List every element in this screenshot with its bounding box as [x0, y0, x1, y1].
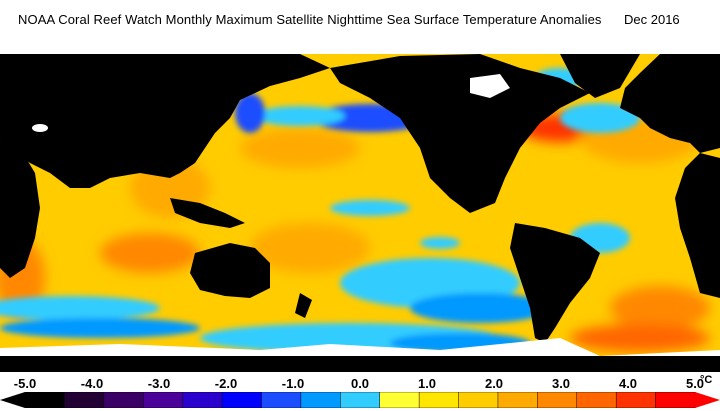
legend-color-swatch [576, 392, 617, 408]
legend-color-swatch [142, 392, 184, 408]
legend-color-swatch [537, 392, 578, 408]
land-indonesia [170, 198, 245, 228]
map-title: NOAA Coral Reef Watch Monthly Maximum Sa… [18, 12, 602, 27]
land-eurasia [0, 48, 330, 188]
legend-tick-label: 2.0 [484, 376, 504, 391]
legend-color-swatch [497, 392, 539, 408]
land-south-america [510, 223, 600, 343]
legend-tick-label: -5.0 [13, 376, 37, 391]
legend-color-swatch [340, 392, 381, 408]
ice-antarctic [0, 338, 720, 356]
legend-tick-label: 0.0 [350, 376, 370, 391]
legend-tick-label: 1.0 [417, 376, 437, 391]
anomaly-map [0, 38, 720, 372]
legend-color-swatch [615, 392, 657, 408]
cool-anomaly-patches [0, 64, 710, 353]
legend-color-swatch [24, 392, 66, 408]
color-legend: -5.0 -4.0 -3.0 -2.0 -1.0 0.0 1.0 2.0 3.0 4.0 5.0 °… [0, 372, 720, 411]
title-bar: NOAA Coral Reef Watch Monthly Maximum Sa… [0, 0, 720, 36]
legend-color-swatch [655, 392, 696, 408]
legend-min-arrow [0, 392, 25, 408]
legend-tick-label: 4.0 [618, 376, 638, 391]
legend-color-swatch [458, 392, 499, 408]
ice-arctic [0, 38, 720, 54]
legend-tick-label: -2.0 [214, 376, 238, 391]
legend-unit: °C [700, 374, 713, 386]
legend-color-swatch [103, 392, 144, 408]
sea-ice [0, 38, 720, 356]
ice-hudson [470, 74, 510, 98]
legend-tick-label: -4.0 [80, 376, 104, 391]
legend-color-swatch [182, 392, 223, 408]
legend-tick-label: 3.0 [551, 376, 571, 391]
legend-tick-label: -1.0 [281, 376, 305, 391]
legend-max-arrow [695, 392, 720, 408]
legend-color-swatch [64, 392, 105, 408]
land-australia [190, 243, 270, 298]
legend-tick-label: -3.0 [147, 376, 171, 391]
land-africa [0, 138, 40, 278]
legend-color-swatch [261, 392, 302, 408]
legend-color-swatch [300, 392, 342, 408]
anomaly-map-canvas [0, 38, 720, 372]
land-greenland [560, 54, 640, 98]
land-new-zealand [295, 293, 312, 318]
legend-color-swatch [221, 392, 263, 408]
map-date: Dec 2016 [624, 12, 680, 27]
legend-color-swatch [379, 392, 420, 408]
land-europe [620, 54, 720, 153]
legend-color-swatch [418, 392, 460, 408]
land-masses [0, 48, 720, 372]
legend-color-bar [0, 392, 720, 408]
legend-tick-label: 5.0 [685, 376, 705, 391]
land-africa-east [675, 153, 720, 298]
land-antarctica [0, 356, 720, 372]
land-north-america [330, 54, 590, 213]
